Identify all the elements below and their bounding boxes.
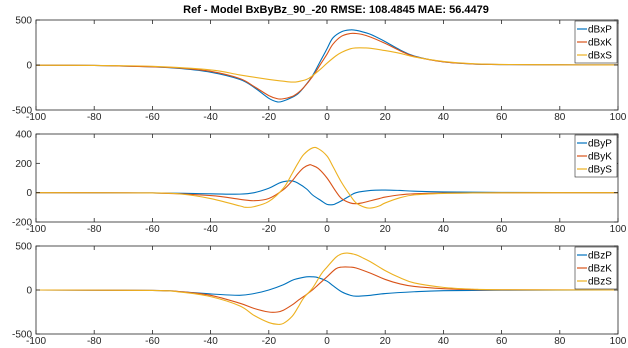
subplot-dbx: -100 -80 -60 -40 -20 0 20 40 60 80 100 -500 0 500 dBxP… <box>12 16 627 124</box>
series-group <box>36 29 618 103</box>
x-tick-label: -40 <box>203 112 218 123</box>
y-tick-label: -200 <box>12 218 32 229</box>
y-tick-label: 0 <box>26 61 32 72</box>
series-line-dbyk <box>36 164 618 205</box>
legend-label: dBxS <box>588 51 612 62</box>
series-line-dbzp <box>36 276 618 297</box>
legend: dBzP dBzK dBzS <box>574 246 618 290</box>
x-tick-label: 80 <box>554 112 566 123</box>
legend-label: dByS <box>588 165 612 176</box>
legend-label: dBzK <box>588 264 612 275</box>
x-tick-label: -20 <box>262 112 277 123</box>
x-tick-label: 60 <box>496 224 508 235</box>
y-tick-label: -500 <box>12 106 32 117</box>
x-tick-label: -60 <box>145 224 160 235</box>
y-tick-label: 0 <box>26 188 32 199</box>
x-tick-label: 60 <box>496 112 508 123</box>
x-tick-label: -100 <box>26 224 46 235</box>
x-tick-label: 100 <box>610 112 627 123</box>
x-tick-label: -80 <box>87 224 102 235</box>
x-tick-label: -20 <box>262 224 277 235</box>
x-tick-label: 0 <box>324 336 330 347</box>
x-tick-label: 0 <box>324 224 330 235</box>
x-tick-label: 20 <box>380 112 392 123</box>
series-group <box>36 252 618 326</box>
x-tick-label: -40 <box>203 224 218 235</box>
legend-label: dBxP <box>588 25 612 36</box>
y-tick-label: 500 <box>15 16 32 27</box>
legend-label: dBxK <box>588 38 612 49</box>
y-tick-label: 400 <box>15 130 32 141</box>
series-line-dbys <box>36 146 618 209</box>
y-tick-label: -500 <box>12 330 32 341</box>
series-line-dbzs <box>36 252 618 326</box>
x-tick-label: 80 <box>554 336 566 347</box>
chart-title: Ref - Model BxByBz_90_-20 RMSE: 108.4845… <box>183 4 489 16</box>
x-tick-label: -80 <box>87 112 102 123</box>
x-tick-label: 40 <box>438 224 450 235</box>
y-tick-label: 0 <box>26 286 32 297</box>
y-tick-label: 200 <box>15 159 32 170</box>
legend-label: dByP <box>588 139 612 150</box>
series-line-dbzk <box>36 266 618 313</box>
x-tick-label: 100 <box>610 336 627 347</box>
x-tick-label: -60 <box>145 336 160 347</box>
series-group <box>36 146 618 209</box>
subplot-dbz: -100 -80 -60 -40 -20 0 20 40 60 80 100 -500 0 500 dBzP… <box>12 242 627 348</box>
legend: dByP dByK dByS <box>574 134 618 178</box>
subplot-dby: -100 -80 -60 -40 -20 0 20 40 60 80 100-2000200400d… <box>12 130 627 236</box>
legend-label: dBzS <box>588 277 612 288</box>
legend-label: dBzP <box>588 251 612 262</box>
legend-label: dByK <box>588 152 612 163</box>
x-tick-label: -80 <box>87 336 102 347</box>
x-tick-label: 20 <box>380 224 392 235</box>
x-tick-label: 100 <box>610 224 627 235</box>
x-tick-label: 40 <box>438 336 450 347</box>
x-tick-label: -60 <box>145 112 160 123</box>
x-tick-label: 0 <box>324 112 330 123</box>
x-tick-label: -20 <box>262 336 277 347</box>
x-tick-label: -40 <box>203 336 218 347</box>
x-tick-label: 80 <box>554 224 566 235</box>
x-tick-label: -100 <box>26 112 46 123</box>
x-tick-label: -100 <box>26 336 46 347</box>
y-tick-label: 500 <box>15 242 32 253</box>
series-line-dbyp <box>36 180 618 206</box>
x-tick-label: 60 <box>496 336 508 347</box>
x-tick-label: 20 <box>380 336 392 347</box>
legend: dBxP dBxK dBxS <box>574 20 618 64</box>
x-tick-label: 40 <box>438 112 450 123</box>
series-line-dbxs <box>36 47 618 83</box>
